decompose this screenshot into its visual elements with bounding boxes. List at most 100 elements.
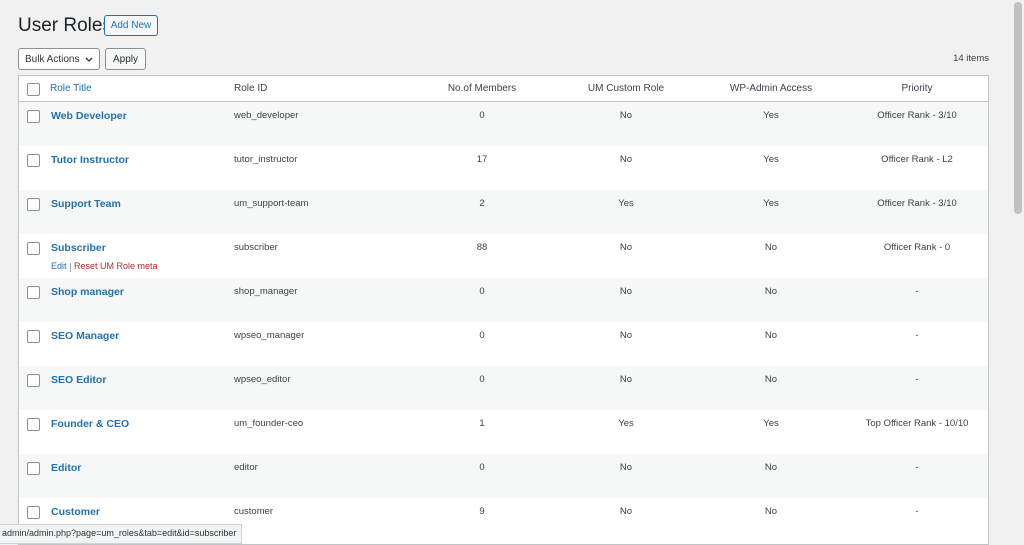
- role-title-link[interactable]: Subscriber: [51, 242, 106, 254]
- cell-admin: No: [764, 374, 778, 385]
- checkbox[interactable]: [27, 506, 40, 519]
- checkbox[interactable]: [27, 110, 40, 123]
- cell-members: 0: [479, 374, 485, 385]
- checkbox[interactable]: [27, 374, 40, 387]
- cell-custom: No: [619, 110, 633, 121]
- cell-custom: No: [619, 330, 633, 341]
- cell-admin: No: [764, 242, 778, 253]
- table-row: Subscriber subscriber 88 No No Officer Rank -…: [19, 234, 988, 278]
- column-header: Priority: [901, 83, 933, 94]
- cell-custom: No: [619, 374, 633, 385]
- cell-priority: -: [915, 462, 919, 473]
- status-bar: admin/admin.php?page=um_roles&tab=edit&i…: [0, 524, 243, 544]
- cell-id: wpseo_manager: [234, 330, 305, 341]
- table-row: Shop manager shop_manager 0 No No -: [19, 278, 988, 322]
- apply-button[interactable]: Apply: [105, 48, 146, 70]
- column-header: WP-Admin Access: [729, 83, 813, 94]
- cell-admin: Yes: [763, 418, 779, 429]
- checkbox[interactable]: [27, 330, 40, 343]
- cell-admin: Yes: [763, 154, 779, 165]
- role-title-link[interactable]: Editor: [51, 462, 82, 474]
- cell-priority: -: [915, 506, 919, 517]
- checkbox[interactable]: [27, 198, 40, 211]
- cell-members: 0: [479, 286, 485, 297]
- cell-members: 17: [476, 154, 488, 165]
- checkbox[interactable]: [27, 83, 40, 96]
- checkbox[interactable]: [27, 154, 40, 167]
- checkbox[interactable]: [27, 418, 40, 431]
- cell-id: customer: [234, 506, 274, 517]
- cell-admin: No: [764, 506, 778, 517]
- add-new-button[interactable]: Add New: [104, 15, 158, 36]
- cell-admin: Yes: [763, 110, 779, 121]
- role-title-link[interactable]: SEO Editor: [51, 374, 107, 386]
- table-row: Support Team um_support-team 2 Yes Yes Office…: [19, 190, 988, 234]
- checkbox[interactable]: [27, 242, 40, 255]
- cell-custom: No: [619, 462, 633, 473]
- row-action[interactable]: Reset UM Role meta: [74, 261, 158, 271]
- table-row: Founder & CEO um_founder-ceo 1 Yes Yes Top Of…: [19, 410, 988, 454]
- cell-priority: -: [915, 330, 919, 341]
- cell-id: shop_manager: [234, 286, 298, 297]
- bulk-actions-label: Bulk Actions: [25, 53, 80, 65]
- table-row: SEO Editor wpseo_editor 0 No No -: [19, 366, 988, 410]
- cell-custom: Yes: [618, 198, 634, 209]
- scrollbar-thumb[interactable]: [1014, 2, 1022, 214]
- cell-members: 88: [476, 242, 488, 253]
- role-title-link[interactable]: Founder & CEO: [51, 418, 130, 430]
- page-title: User Roles: [18, 15, 112, 36]
- table-header: Role Title Role ID No.of Members UM Custom …: [19, 76, 988, 102]
- cell-members: 2: [479, 198, 485, 209]
- dropdown-arrow: [85, 57, 93, 62]
- column-header: Role ID: [234, 83, 268, 94]
- cell-admin: Yes: [763, 198, 779, 209]
- cell-admin: No: [764, 286, 778, 297]
- cell-priority: -: [915, 374, 919, 385]
- column-header: No.of Members: [447, 83, 517, 94]
- cell-custom: No: [619, 286, 633, 297]
- cell-priority: Officer Rank - 3/10: [877, 198, 957, 209]
- cell-priority: Top Officer Rank - 10/10: [865, 418, 969, 429]
- cell-custom: No: [619, 506, 633, 517]
- table-row: Editor editor 0 No No -: [19, 454, 988, 498]
- cell-custom: No: [619, 154, 633, 165]
- cell-custom: Yes: [618, 418, 634, 429]
- cell-priority: -: [915, 286, 919, 297]
- role-title-link[interactable]: SEO Manager: [51, 330, 120, 342]
- role-title-link[interactable]: Customer: [51, 506, 101, 518]
- cell-id: um_support-team: [234, 198, 309, 209]
- role-title-link[interactable]: Web Developer: [51, 110, 127, 122]
- checkbox[interactable]: [27, 462, 40, 475]
- cell-id: editor: [234, 462, 258, 473]
- cell-priority: Officer Rank - L2: [881, 154, 953, 165]
- cell-id: um_founder-ceo: [234, 418, 304, 429]
- cell-priority: Officer Rank - 0: [883, 242, 951, 253]
- cell-id: subscriber: [234, 242, 278, 253]
- role-title-link[interactable]: Shop manager: [51, 286, 124, 298]
- cell-id: tutor_instructor: [234, 154, 298, 165]
- cell-priority: Officer Rank - 3/10: [877, 110, 957, 121]
- cell-members: 0: [479, 110, 485, 121]
- role-title-link[interactable]: Tutor Instructor: [51, 154, 129, 166]
- roles-table: Role Title Role ID No.of Members UM Custom …: [18, 75, 989, 545]
- separator: [70, 263, 71, 272]
- table-row: Web Developer web_developer 0 No Yes Officer …: [19, 102, 988, 146]
- role-title-link[interactable]: Support Team: [51, 198, 121, 210]
- cell-id: wpseo_editor: [234, 374, 291, 385]
- cell-custom: No: [619, 242, 633, 253]
- cell-members: 0: [479, 462, 485, 473]
- scrollbar[interactable]: [1012, 0, 1024, 542]
- row-action[interactable]: Edit: [51, 261, 67, 271]
- checkbox[interactable]: [27, 286, 40, 299]
- table-row: Tutor Instructor tutor_instructor 17 No Yes O…: [19, 146, 988, 190]
- table-row: SEO Manager wpseo_manager 0 No No -: [19, 322, 988, 366]
- cell-admin: No: [764, 462, 778, 473]
- column-header[interactable]: Role Title: [50, 83, 92, 94]
- cell-members: 9: [479, 506, 485, 517]
- cell-id: web_developer: [234, 110, 299, 121]
- column-header: UM Custom Role: [587, 83, 665, 94]
- cell-members: 0: [479, 330, 485, 341]
- bulk-actions-select[interactable]: Bulk Actions: [18, 48, 100, 70]
- cell-members: 1: [479, 418, 485, 429]
